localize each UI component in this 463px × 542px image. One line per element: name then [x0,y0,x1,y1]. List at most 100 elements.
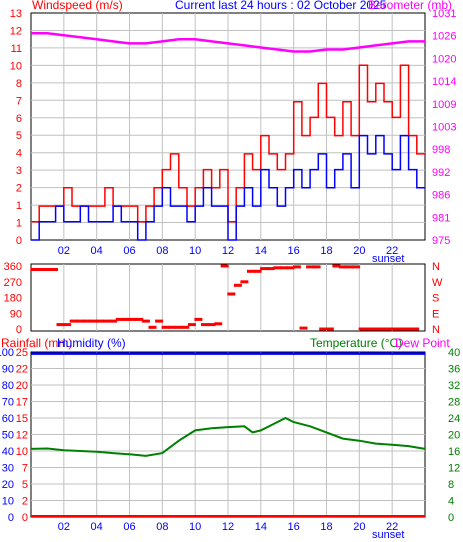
current-label: Current last 24 hours : 02 October 2025 [175,0,387,12]
rain-humidity-temp-series [30,352,426,517]
time-tick: 04 [91,521,103,533]
direction-compass-tick: E [432,308,439,320]
direction-point [214,322,223,326]
direction-point [352,265,361,269]
windspeed-line [31,134,425,241]
direction-compass-tick: N [432,324,440,336]
windspeed-tick: 13 [10,8,22,20]
direction-series [30,264,420,331]
direction-point [187,323,196,327]
time-tick: 22 [386,521,398,533]
time-tick: 12 [222,521,234,533]
time-tick: 06 [123,245,135,257]
barometer-tick: 1026 [432,31,456,43]
direction-point [358,327,367,331]
temperature-tick: 40 [448,347,460,359]
windspeed-tick: 12 [10,25,22,37]
humidity-tick: 70 [2,397,14,409]
time-tick: 14 [255,521,267,533]
humidity-label: Humidity (%) [57,336,126,350]
barometer-tick: 992 [432,167,450,179]
rainfall-tick: 2 [22,496,28,508]
barometer-tick: 981 [432,212,450,224]
time-tick: 16 [288,245,300,257]
humidity-tick: 80 [2,380,14,392]
barometer-tick: 1003 [432,122,456,134]
direction-point [266,267,275,271]
temperature-axis: 0 4 8 12 16 20 24 28 32 36 40 [448,347,460,524]
direction-point [286,266,295,270]
barometer-tick: 1009 [432,99,456,111]
time-tick: 10 [189,245,201,257]
time-tick: 12 [222,245,234,257]
humidity-tick: 50 [2,430,14,442]
direction-point [240,280,249,284]
direction-point [76,319,85,323]
barometer-axis: 975 981 986 992 998 1003 1009 1014 1020 1026 1031 [432,8,456,247]
direction-point [365,327,374,331]
wind-pressure-series [31,32,425,241]
barometer-tick: 986 [432,190,450,202]
direction-point [279,266,288,270]
direction-point [155,319,164,323]
direction-point [168,325,177,329]
barometer-tick: 1020 [432,53,456,65]
humidity-tick: 40 [2,446,14,458]
time-tick: 18 [320,521,332,533]
temperature-tick: 36 [448,364,460,376]
direction-point [135,317,144,321]
temperature-tick: 0 [448,512,454,524]
barometer-tick: 1014 [432,76,456,88]
rainfall-tick: 15 [16,413,28,425]
humidity-tick: 10 [2,496,14,508]
rainfall-tick: 7 [22,463,28,475]
barometer-tick: 998 [432,144,450,156]
direction-point [371,327,380,331]
direction-point [253,269,262,273]
direction-point [30,268,39,271]
time-tick: 20 [353,245,365,257]
humidity-tick: 0 [8,512,14,524]
direction-point [174,325,183,329]
wind-time-axis: 02 04 06 08 10 12 14 16 18 20 22 [58,245,399,257]
time-tick: 14 [255,245,267,257]
rainfall-tick: 25 [16,347,28,359]
direction-point [181,325,190,329]
rainfall-tick: 22 [16,364,28,376]
rainfall-tick: 0 [22,512,28,524]
humidity-tick: 90 [2,364,14,376]
humidity-tick: 100 [0,347,14,359]
direction-compass-tick: W [432,277,443,289]
time-tick: 04 [91,245,103,257]
time-tick: 08 [156,245,168,257]
sunset-label-top: sunset [372,253,404,265]
temperature-tick: 24 [448,413,460,425]
direction-point [128,317,137,321]
windspeed-tick: 7 [16,95,22,107]
direction-point [299,326,308,330]
direction-point [115,317,124,321]
time-tick: 08 [156,521,168,533]
temperature-tick: 20 [448,430,460,442]
direction-point [227,292,236,296]
time-tick: 18 [320,245,332,257]
humidity-tick: 20 [2,479,14,491]
rainfall-tick: 17 [16,397,28,409]
windspeed-tick: 1 [16,218,22,230]
rainfall-tick: 5 [22,479,28,491]
windspeed-tick: 10 [10,60,22,72]
direction-point [82,319,91,323]
time-tick: 20 [353,521,365,533]
direction-point [332,264,341,268]
windspeed-label: Windspeed (m/s) [32,0,123,12]
barometer-label: Barometer (mb) [368,0,452,12]
windspeed-tick: 3 [16,165,22,177]
time-tick: 06 [123,521,135,533]
direction-point [398,327,406,331]
direction-point [411,327,420,331]
time-tick: 02 [58,521,70,533]
sunset-label-bottom: sunset [372,529,404,541]
direction-point [69,319,78,323]
